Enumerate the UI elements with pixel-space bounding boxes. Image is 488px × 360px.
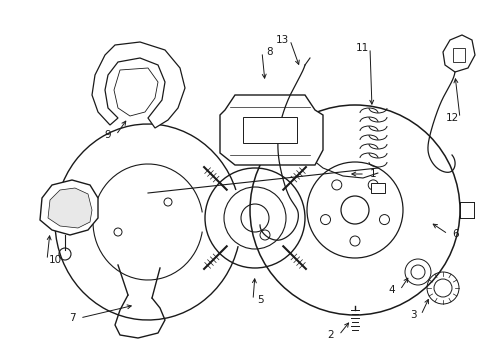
- Text: 13: 13: [275, 35, 288, 45]
- Text: 1: 1: [369, 169, 376, 179]
- Polygon shape: [92, 42, 184, 128]
- FancyBboxPatch shape: [370, 183, 384, 193]
- Polygon shape: [40, 180, 98, 235]
- Text: 6: 6: [452, 229, 458, 239]
- Text: 4: 4: [388, 285, 394, 295]
- Text: 5: 5: [257, 295, 264, 305]
- Text: 3: 3: [409, 310, 415, 320]
- Text: 7: 7: [68, 313, 75, 323]
- Polygon shape: [452, 48, 464, 62]
- Polygon shape: [114, 68, 158, 116]
- Text: 9: 9: [104, 130, 111, 140]
- Text: 11: 11: [355, 43, 368, 53]
- Text: 10: 10: [48, 255, 61, 265]
- Polygon shape: [442, 35, 474, 72]
- Text: 2: 2: [327, 330, 334, 340]
- Text: 8: 8: [266, 47, 273, 57]
- Polygon shape: [243, 117, 296, 143]
- Polygon shape: [48, 188, 92, 228]
- Text: 12: 12: [445, 113, 458, 123]
- Polygon shape: [220, 95, 323, 165]
